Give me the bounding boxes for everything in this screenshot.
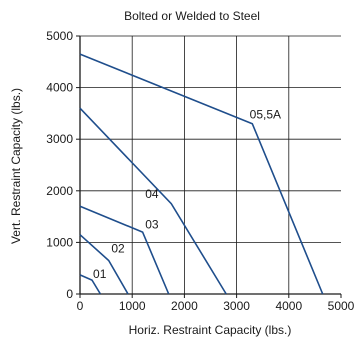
series-lines	[79, 53, 324, 295]
x-tick-label: 0	[77, 299, 84, 313]
series-line-05-5a	[79, 53, 324, 295]
y-tick-label: 3000	[46, 132, 73, 146]
x-tick-label: 1000	[119, 299, 146, 313]
series-label: 02	[111, 242, 125, 256]
axes	[76, 35, 342, 298]
series-labels: 01 02 03 04 05,5A	[93, 108, 281, 281]
grid-lines	[80, 35, 341, 294]
x-tick-label: 5000	[328, 299, 354, 313]
series-line-01	[79, 274, 102, 295]
series-label: 05,5A	[250, 108, 281, 122]
tick-labels: 0 1000 2000 3000 4000 5000 0 1000 2000 3000 4000 50…	[46, 29, 354, 313]
y-tick-label: 1000	[46, 235, 73, 249]
series-line-02	[79, 234, 129, 295]
y-axis-label: Vert. Restraint Capacity (lbs.)	[9, 88, 23, 244]
y-tick-label: 2000	[46, 184, 73, 198]
chart-title: Bolted or Welded to Steel	[124, 9, 260, 23]
x-tick-label: 4000	[275, 299, 302, 313]
y-tick-label: 5000	[46, 29, 73, 43]
series-label: 04	[145, 187, 159, 201]
x-tick-label: 2000	[171, 299, 198, 313]
series-line-04	[79, 107, 227, 295]
x-tick-label: 3000	[223, 299, 250, 313]
series-label: 01	[93, 267, 107, 281]
y-tick-label: 4000	[46, 81, 73, 95]
y-tick-label: 0	[66, 287, 73, 301]
series-label: 03	[145, 217, 159, 231]
series-line-03	[79, 205, 170, 295]
x-axis-label: Horiz. Restraint Capacity (lbs.)	[129, 323, 292, 337]
